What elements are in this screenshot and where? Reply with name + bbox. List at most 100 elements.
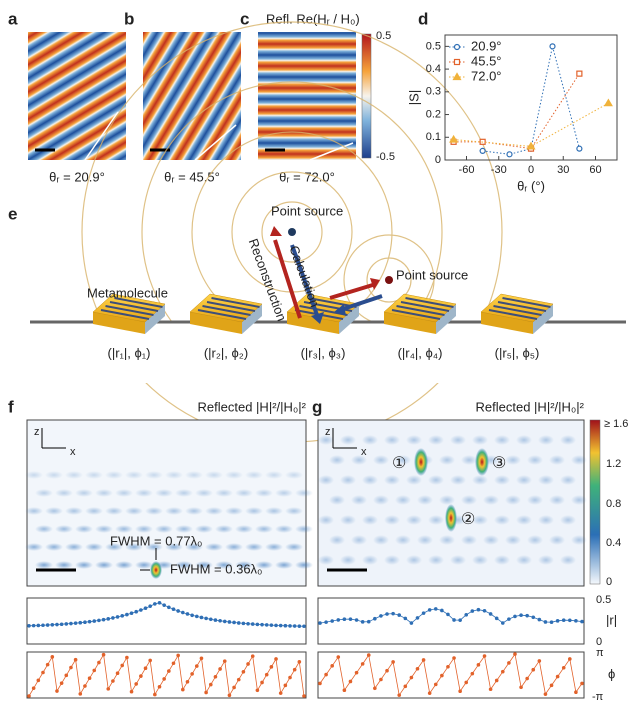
- field-blob: [115, 525, 133, 533]
- field-blob: [45, 543, 63, 551]
- panel-label: d: [418, 9, 428, 28]
- field-blob: [318, 475, 334, 485]
- field-blob: [35, 561, 53, 569]
- field-blob: [205, 543, 223, 551]
- point-source-label: Point source: [396, 267, 468, 282]
- field-blob: [516, 555, 532, 565]
- x-tick-label: 60: [589, 164, 601, 176]
- block-stripe: [197, 309, 247, 320]
- field-blob: [155, 525, 173, 533]
- cell-label: (|r₅|, ϕ₅): [495, 345, 540, 360]
- block-stripe: [391, 309, 441, 320]
- field-blob: [560, 555, 576, 565]
- field-blob: [105, 471, 123, 479]
- field-blob: [538, 515, 554, 525]
- map-title: Reflected |H|²/|H₀|²: [198, 399, 307, 414]
- field-blob: [155, 489, 173, 497]
- field-blob: [395, 495, 411, 505]
- block-side: [93, 312, 145, 334]
- field-blob: [494, 555, 510, 565]
- field-map: [28, 32, 126, 160]
- field-blob: [362, 515, 378, 525]
- profile-label: ϕ: [608, 666, 615, 681]
- field-blob: [75, 561, 93, 569]
- field-blob: [55, 525, 73, 533]
- block-stripe: [400, 301, 450, 312]
- field-blob: [340, 435, 356, 445]
- field-blob: [255, 561, 273, 569]
- field-blob: [25, 543, 43, 551]
- field-blob: [384, 435, 400, 445]
- field-blob: [329, 535, 345, 545]
- field-blob: [527, 535, 543, 545]
- field-blob: [225, 471, 243, 479]
- scatter-chart: 0 0.1 0.2 0.3 0.4 0.5 -60 -30 0 30 60 θᵣ (°) |S| 20.9…: [406, 34, 618, 193]
- field-blob: [255, 489, 273, 497]
- field-blob: [395, 455, 411, 465]
- field-blob: [340, 555, 356, 565]
- field-blob: [527, 495, 543, 505]
- block-top: [480, 293, 554, 323]
- field-blob: [285, 507, 303, 515]
- block-stripe: [202, 305, 251, 316]
- colorbar-tick: 0: [606, 576, 612, 588]
- field-blob: [185, 507, 203, 515]
- block-side: [533, 304, 553, 334]
- profile-line: [28, 602, 305, 627]
- block-stripe: [502, 297, 551, 308]
- field-blob: [245, 471, 263, 479]
- field-blob: [75, 525, 93, 533]
- field-blob: [295, 525, 313, 533]
- field-blob: [362, 435, 378, 445]
- colorbar-tick: 1.2: [606, 458, 621, 470]
- map-title: Reflected |H|²/|H₀|²: [476, 399, 585, 414]
- block-stripe: [206, 301, 256, 312]
- field-blob: [95, 561, 113, 569]
- block-top: [92, 293, 166, 323]
- field-blob: [373, 535, 389, 545]
- block-stripe: [497, 301, 547, 312]
- field-blob: [428, 475, 444, 485]
- y-tick-label: 0.2: [426, 108, 441, 120]
- field-blob: [35, 525, 53, 533]
- field-blob: [461, 535, 477, 545]
- focus-map: [317, 419, 601, 587]
- field-blob: [215, 561, 233, 569]
- point-source-label: Point source: [271, 203, 343, 218]
- field-blob: [329, 455, 345, 465]
- field-blob: [255, 525, 273, 533]
- field-blob: [55, 561, 73, 569]
- field-blob: [494, 435, 510, 445]
- field-blob: [125, 471, 143, 479]
- spot-label: ②: [461, 511, 475, 528]
- axis-label: x: [361, 446, 367, 458]
- legend-marker: [453, 43, 461, 51]
- field-blob: [527, 455, 543, 465]
- field-blob: [65, 507, 83, 515]
- block-stripe: [405, 297, 454, 308]
- field-blob: [538, 475, 554, 485]
- field-blob: [175, 561, 193, 569]
- field-blob: [318, 515, 334, 525]
- field-blob: [516, 515, 532, 525]
- field-blob: [340, 515, 356, 525]
- cell-label: (|r₃|, ϕ₃): [301, 345, 346, 360]
- field-blob: [235, 489, 253, 497]
- field-blob: [25, 471, 43, 479]
- field-blob: [417, 535, 433, 545]
- y-tick-label: 0.1: [426, 131, 441, 143]
- field-blob: [505, 495, 521, 505]
- field-blob: [505, 535, 521, 545]
- x-tick-label: 30: [557, 164, 569, 176]
- block-stripe: [396, 305, 445, 316]
- field-blob: [55, 489, 73, 497]
- y-tick-label: 0.4: [426, 63, 441, 75]
- field-blob: [265, 471, 283, 479]
- field-blob: [450, 475, 466, 485]
- y-tick-label: 0.3: [426, 86, 441, 98]
- field-blob: [85, 471, 103, 479]
- field-blob: [265, 507, 283, 515]
- field-blob: [145, 543, 163, 551]
- field-blob: [505, 455, 521, 465]
